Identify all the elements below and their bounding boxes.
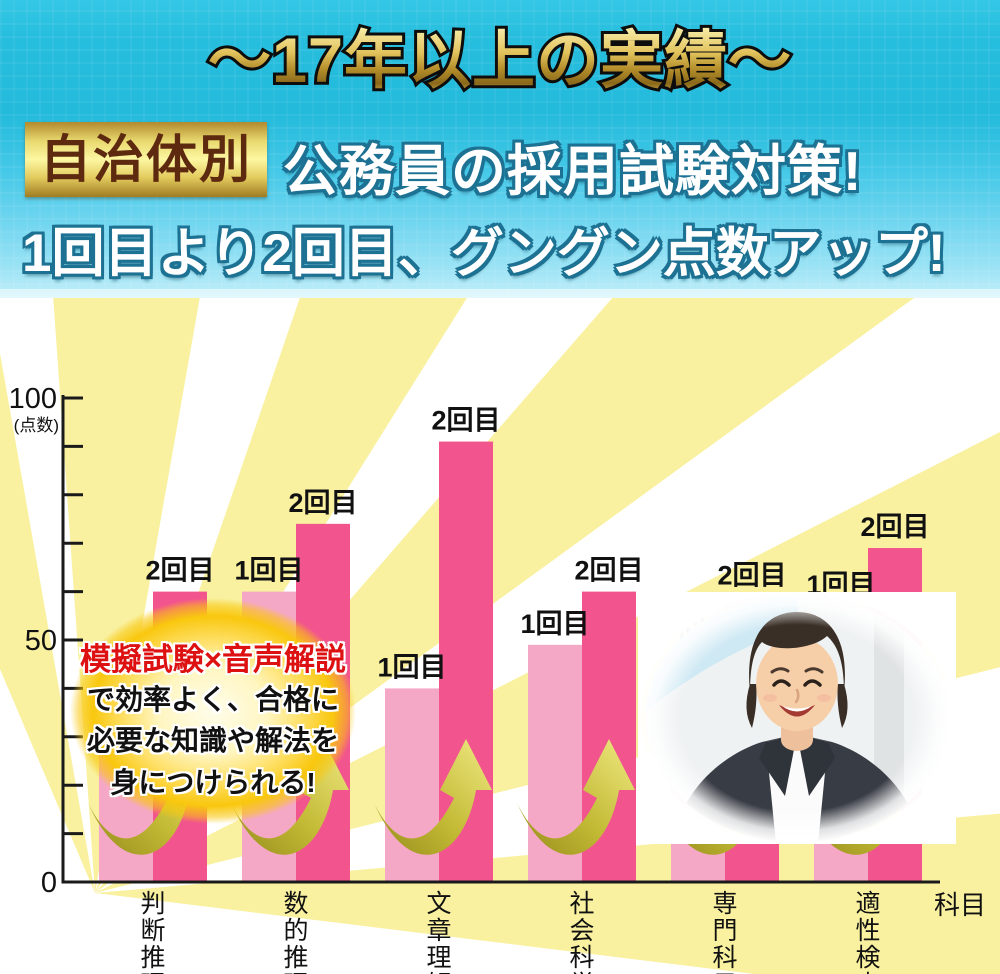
bar-label-first: 1回目 bbox=[520, 609, 589, 639]
balloon-line-4: 身につけられる! bbox=[110, 766, 316, 798]
woman-photo bbox=[638, 592, 956, 844]
category-label: 文章理解 bbox=[426, 890, 451, 974]
sun-ray bbox=[0, 353, 95, 893]
y-tick-label: 100 bbox=[9, 383, 57, 415]
balloon-highlight: 模擬試験×音声解説 bbox=[79, 642, 347, 677]
category-label: 適性検査 bbox=[855, 890, 880, 974]
bar-label-second: 2回目 bbox=[145, 556, 214, 586]
bar-label-second: 2回目 bbox=[717, 560, 786, 590]
headline-2: 1回目より2回目、グングン点数アップ! bbox=[22, 224, 946, 283]
improvement-arrow bbox=[517, 739, 635, 855]
improvement-arrow bbox=[374, 739, 492, 855]
photo-vignette bbox=[638, 592, 956, 844]
bar-label-second: 2回目 bbox=[431, 406, 500, 436]
headline-1: 公務員の採用試験対策! bbox=[283, 140, 863, 202]
category-label: 専門科目 bbox=[712, 890, 737, 974]
bar-label-second: 2回目 bbox=[574, 556, 643, 586]
bar-label-first: 1回目 bbox=[234, 556, 303, 586]
y-axis-unit-label: (点数) bbox=[14, 416, 59, 435]
bar-label-first: 1回目 bbox=[377, 652, 446, 682]
category-label: 判断推理 bbox=[140, 890, 165, 974]
header-panel: 〜17年以上の実績〜 自治体別 公務員の採用試験対策! 1回目より2回目、グング… bbox=[0, 0, 1000, 298]
balloon-line-2: で効率よく、合格に bbox=[86, 684, 339, 715]
x-axis-title: 科目 bbox=[934, 890, 986, 920]
category-label: 数的推理 bbox=[283, 890, 308, 974]
bar-label-second: 2回目 bbox=[860, 512, 929, 542]
benefit-balloon: 模擬試験×音声解説 で効率よく、合格に 必要な知識や解法を 身につけられる! bbox=[70, 598, 356, 824]
chart-section: 1回目2回目判断推理1回目2回目数的推理1回目2回目文章理解1回目2回目社会科学… bbox=[0, 298, 1000, 974]
banner-title: 〜17年以上の実績〜 bbox=[208, 26, 792, 96]
banner-title-art: 〜17年以上の実績〜 bbox=[205, 23, 794, 99]
y-tick-label: 0 bbox=[41, 867, 57, 899]
balloon-line-3: 必要な知識や解法を bbox=[86, 725, 339, 757]
badge-label: 自治体別 bbox=[39, 131, 252, 188]
municipality-badge: 自治体別 bbox=[25, 122, 267, 197]
bar-label-second: 2回目 bbox=[288, 488, 357, 518]
category-label: 社会科学 bbox=[569, 890, 594, 974]
y-tick-label: 50 bbox=[25, 625, 57, 657]
